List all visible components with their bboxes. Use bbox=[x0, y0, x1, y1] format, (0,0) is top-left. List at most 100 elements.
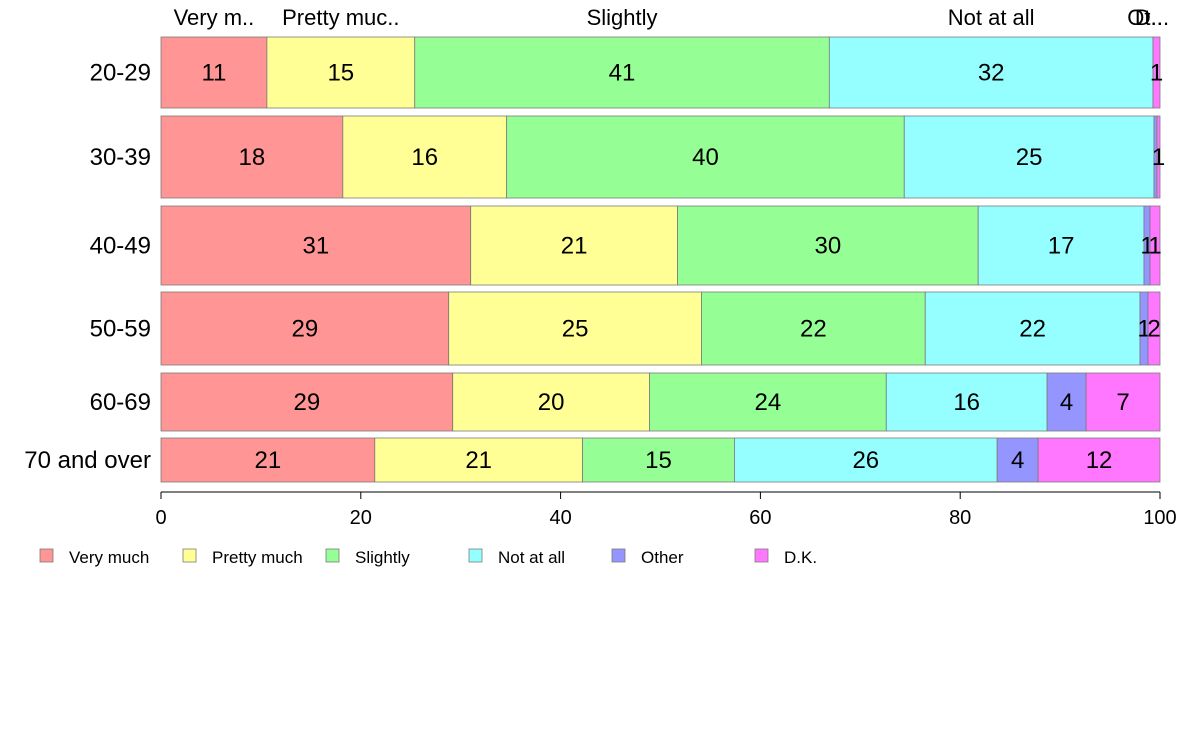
data-label: 31 bbox=[302, 233, 329, 260]
bar-segment bbox=[1149, 205, 1161, 286]
legend-label: D.K. bbox=[784, 548, 817, 567]
row-labels: 20-29 30-39 40-49 50-59 60-69 70 and over bbox=[24, 60, 151, 475]
data-label: 25 bbox=[562, 316, 589, 343]
bar-segment bbox=[701, 291, 926, 366]
data-label: 30 bbox=[814, 233, 841, 260]
legend: Very much Pretty much Slightly Not at all Ot… bbox=[39, 548, 817, 567]
top-category-label: Slightly bbox=[587, 5, 658, 30]
bar-segment bbox=[374, 437, 583, 483]
top-category-label: Pretty muc.. bbox=[282, 5, 399, 30]
row-label: 60-69 bbox=[90, 389, 151, 416]
top-category-label: D... bbox=[1135, 5, 1169, 30]
bar-segment bbox=[582, 437, 735, 483]
data-label: 26 bbox=[852, 447, 879, 474]
x-tick-label: 40 bbox=[549, 507, 571, 529]
bar-segment bbox=[448, 291, 702, 366]
legend-swatch bbox=[754, 548, 769, 563]
bar-segment bbox=[977, 205, 1145, 286]
data-label: 7 bbox=[1116, 389, 1129, 416]
bar-segment bbox=[160, 205, 472, 286]
bar-segment bbox=[1156, 115, 1161, 199]
data-label: 4 bbox=[1060, 389, 1073, 416]
bar-segment bbox=[506, 115, 905, 199]
x-tick-label: 60 bbox=[749, 507, 771, 529]
data-label: 15 bbox=[645, 447, 672, 474]
legend-swatch bbox=[182, 548, 197, 563]
data-label: 41 bbox=[609, 60, 636, 87]
bar-segment bbox=[1147, 291, 1161, 366]
legend-label: Very much bbox=[69, 548, 149, 567]
data-label: 29 bbox=[294, 389, 321, 416]
data-label: 21 bbox=[561, 233, 588, 260]
data-label: 21 bbox=[255, 447, 282, 474]
data-label: 22 bbox=[800, 316, 827, 343]
data-label: 18 bbox=[239, 144, 266, 171]
bar-segment bbox=[885, 372, 1048, 432]
data-label: 1 bbox=[1148, 233, 1161, 260]
bar-segment bbox=[1152, 36, 1161, 109]
data-label: 2 bbox=[1147, 316, 1160, 343]
data-label: 40 bbox=[692, 144, 719, 171]
bar-segment bbox=[160, 372, 454, 432]
top-category-label: Ot.. bbox=[1127, 5, 1162, 30]
data-label: 22 bbox=[1019, 316, 1046, 343]
legend-label: Pretty much bbox=[212, 548, 303, 567]
top-category-label: Not at all bbox=[948, 5, 1035, 30]
data-label: 32 bbox=[978, 60, 1005, 87]
x-tick-label: 80 bbox=[949, 507, 971, 529]
legend-swatch bbox=[39, 548, 54, 563]
data-label: 16 bbox=[953, 389, 980, 416]
row-label: 40-49 bbox=[90, 233, 151, 260]
bar-segment bbox=[266, 36, 416, 109]
bar-segment bbox=[996, 437, 1039, 483]
data-label: 20 bbox=[538, 389, 565, 416]
bar-segment bbox=[414, 36, 830, 109]
bar-segment bbox=[649, 372, 887, 432]
legend-swatch bbox=[468, 548, 483, 563]
bar-segment bbox=[903, 115, 1155, 199]
data-label: 21 bbox=[465, 447, 492, 474]
x-tick-label: 20 bbox=[350, 507, 372, 529]
x-axis: 0 20 40 60 80 100 bbox=[155, 491, 1177, 529]
bar-segment bbox=[342, 115, 508, 199]
data-label: 29 bbox=[292, 316, 319, 343]
bar-segment bbox=[452, 372, 650, 432]
bar-segment bbox=[160, 115, 344, 199]
bar-segment bbox=[1046, 372, 1087, 432]
top-category-labels: Very m.. Pretty muc.. Slightly Not at all Ot… bbox=[174, 5, 1170, 30]
data-label: 4 bbox=[1011, 447, 1024, 474]
data-label: 1 bbox=[1152, 144, 1165, 171]
data-label: 1 bbox=[1137, 316, 1150, 343]
bar-segment bbox=[160, 291, 450, 366]
x-tick-label: 0 bbox=[155, 507, 166, 529]
data-label: 15 bbox=[327, 60, 354, 87]
bar-segment bbox=[160, 437, 376, 483]
legend-swatch bbox=[611, 548, 626, 563]
data-label: 16 bbox=[411, 144, 438, 171]
legend-label: Slightly bbox=[355, 548, 410, 567]
data-label: 17 bbox=[1048, 233, 1075, 260]
bar-segment bbox=[1037, 437, 1161, 483]
legend-label: Not at all bbox=[498, 548, 565, 567]
bar-segment bbox=[828, 36, 1154, 109]
row-label: 30-39 bbox=[90, 144, 151, 171]
data-label: 1 bbox=[1150, 60, 1163, 87]
data-label: 11 bbox=[201, 60, 226, 87]
top-category-label: Very m.. bbox=[174, 5, 255, 30]
x-tick-label: 100 bbox=[1143, 507, 1176, 529]
data-label: 12 bbox=[1086, 447, 1113, 474]
bar-segment bbox=[734, 437, 998, 483]
data-label: 25 bbox=[1016, 144, 1043, 171]
legend-label: Other bbox=[641, 548, 684, 567]
row-label: 50-59 bbox=[90, 316, 151, 343]
row-label: 70 and over bbox=[24, 447, 151, 474]
bar-segment bbox=[924, 291, 1141, 366]
data-label: 24 bbox=[755, 389, 782, 416]
bar-segment bbox=[677, 205, 979, 286]
bar-segment bbox=[1085, 372, 1161, 432]
bar-segment bbox=[160, 36, 268, 109]
row-label: 20-29 bbox=[90, 60, 151, 87]
legend-swatch bbox=[325, 548, 340, 563]
